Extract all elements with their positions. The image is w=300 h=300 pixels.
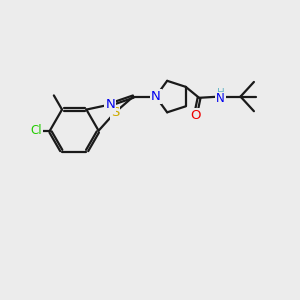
Text: N: N [105, 98, 115, 111]
Text: O: O [190, 109, 201, 122]
Text: N: N [216, 92, 225, 106]
Text: Cl: Cl [31, 124, 42, 137]
Text: H: H [217, 88, 225, 98]
Text: S: S [111, 106, 119, 119]
Text: N: N [151, 90, 160, 103]
